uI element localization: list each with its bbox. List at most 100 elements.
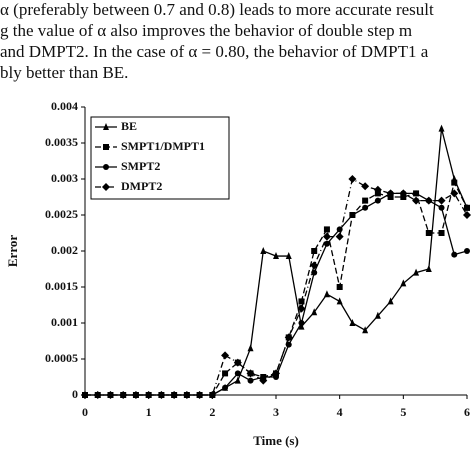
text-line: g the value of α also improves the behav… (0, 21, 413, 40)
marker (413, 268, 420, 276)
marker (362, 197, 369, 204)
marker (464, 204, 470, 211)
marker (425, 265, 432, 272)
x-axis-label: Time (s) (253, 433, 299, 448)
marker (298, 322, 305, 330)
marker (234, 370, 241, 377)
marker (182, 391, 191, 399)
marker (131, 391, 140, 399)
marker (195, 391, 204, 399)
x-tick-label: 1 (146, 405, 152, 419)
marker (438, 124, 445, 132)
marker (247, 377, 254, 384)
marker (349, 319, 356, 326)
x-tick-label: 3 (273, 405, 279, 419)
marker (157, 391, 166, 399)
x-tick-label: 5 (400, 405, 406, 419)
marker (233, 358, 242, 367)
marker (103, 123, 109, 130)
marker (349, 212, 356, 218)
legend-label: DMPT2 (121, 179, 162, 193)
marker (463, 211, 471, 219)
marker (437, 196, 446, 205)
x-tick-label: 4 (337, 405, 343, 419)
marker (247, 344, 254, 352)
y-tick-label: 0.0025 (45, 207, 78, 221)
marker (361, 182, 370, 191)
marker (103, 144, 109, 150)
marker (81, 391, 89, 399)
marker (374, 311, 381, 319)
y-tick-label: 0.001 (51, 315, 78, 329)
marker (323, 290, 330, 298)
y-tick-label: 0.003 (51, 171, 78, 185)
marker (387, 297, 394, 305)
marker (362, 326, 369, 334)
marker (336, 284, 343, 290)
text-line: and DMPT2. In the case of α = 0.80, the … (0, 42, 429, 61)
y-tick-label: 0.0005 (45, 351, 78, 365)
marker (438, 230, 445, 236)
marker (272, 369, 280, 378)
marker (221, 351, 230, 360)
marker (222, 384, 229, 391)
text-line: α (preferably between 0.7 and 0.8) leads… (0, 0, 434, 19)
marker (451, 251, 458, 258)
y-tick-label: 0 (72, 387, 78, 401)
marker (273, 252, 279, 260)
marker (373, 185, 382, 194)
series-line (85, 180, 468, 396)
marker (412, 196, 421, 205)
marker (362, 204, 369, 211)
marker (246, 369, 255, 378)
marker (425, 230, 432, 236)
marker (102, 183, 110, 191)
text-line: bly better than BE. (0, 63, 129, 82)
marker (297, 304, 306, 313)
marker (93, 391, 102, 399)
marker (400, 279, 407, 287)
x-tick-label: 2 (209, 405, 215, 419)
marker (106, 391, 115, 399)
marker (348, 175, 357, 183)
legend-label: SMPT1/DMPT1 (121, 139, 205, 153)
marker (413, 190, 420, 197)
marker (438, 204, 445, 211)
marker (336, 297, 343, 305)
marker (208, 391, 217, 399)
marker (170, 391, 179, 399)
series-line (85, 192, 468, 396)
legend-box (90, 116, 230, 200)
marker (119, 391, 128, 399)
marker (298, 320, 305, 326)
marker (386, 189, 395, 198)
marker (310, 261, 319, 270)
marker (323, 240, 330, 247)
marker (335, 232, 344, 241)
marker (234, 376, 241, 384)
marker (285, 252, 292, 260)
marker (399, 189, 408, 198)
x-tick-label: 0 (82, 405, 88, 419)
legend-label: BE (121, 119, 137, 133)
marker (464, 248, 470, 254)
y-tick-label: 0.002 (51, 243, 78, 257)
marker (311, 248, 318, 254)
y-tick-label: 0.0035 (45, 135, 78, 149)
marker (144, 391, 153, 399)
marker (298, 298, 305, 305)
x-tick-label: 6 (464, 405, 470, 419)
marker (451, 179, 458, 186)
marker (311, 308, 318, 316)
y-tick-label: 0.0015 (45, 279, 78, 293)
marker (322, 232, 331, 241)
series-line (85, 178, 468, 396)
y-axis-label: Error (5, 235, 20, 267)
y-tick-label: 0.004 (51, 99, 78, 113)
marker (374, 197, 381, 204)
marker (450, 189, 459, 198)
marker (260, 247, 267, 254)
marker (323, 226, 330, 233)
